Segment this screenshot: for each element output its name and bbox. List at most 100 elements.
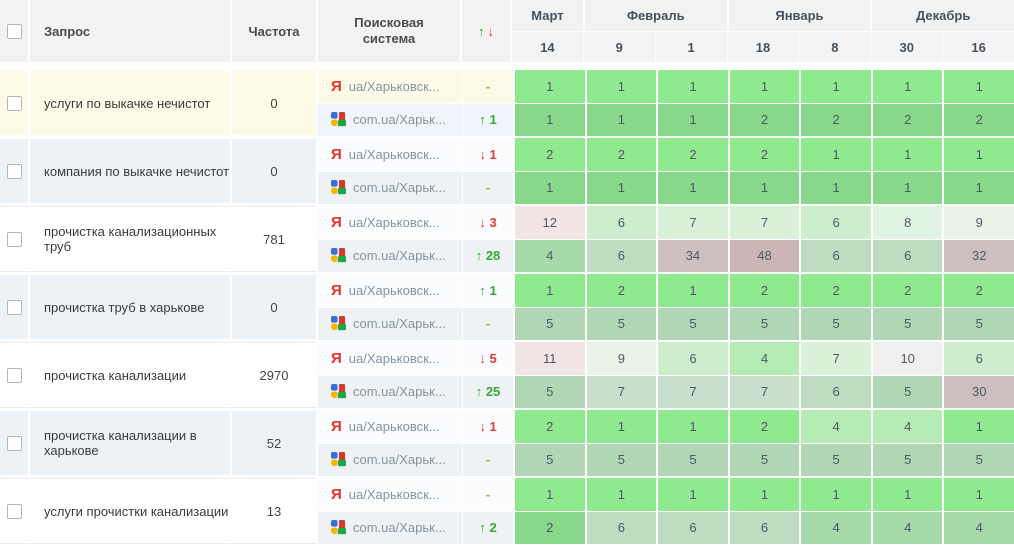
position-cell[interactable]: 6 bbox=[872, 239, 944, 272]
position-cell[interactable]: 2 bbox=[729, 103, 801, 136]
position-cell[interactable]: 2 bbox=[515, 138, 586, 171]
position-cell[interactable]: 1 bbox=[801, 138, 872, 171]
date-label-2-1[interactable]: 8 bbox=[799, 32, 871, 62]
position-cell[interactable]: 1 bbox=[515, 478, 586, 511]
engine-cell-google[interactable]: com.ua/Харьк... bbox=[318, 375, 462, 408]
position-cell[interactable]: 6 bbox=[658, 511, 729, 544]
position-cell[interactable]: 2 bbox=[872, 274, 944, 307]
position-cell[interactable]: 1 bbox=[872, 138, 944, 171]
date-label-2-0[interactable]: 18 bbox=[727, 32, 799, 62]
position-cell[interactable]: 2 bbox=[801, 103, 872, 136]
position-cell[interactable]: 5 bbox=[515, 307, 586, 340]
row-checkbox[interactable] bbox=[6, 299, 22, 315]
engine-cell-google[interactable]: com.ua/Харьк... bbox=[318, 443, 462, 476]
position-cell[interactable]: 6 bbox=[801, 206, 872, 239]
position-cell[interactable]: 5 bbox=[801, 443, 872, 476]
row-checkbox[interactable] bbox=[6, 231, 22, 247]
position-cell[interactable]: 6 bbox=[801, 239, 872, 272]
position-cell[interactable]: 2 bbox=[586, 274, 658, 307]
position-cell[interactable]: 1 bbox=[515, 70, 586, 103]
position-cell[interactable]: 1 bbox=[729, 478, 801, 511]
position-cell[interactable]: 1 bbox=[658, 70, 729, 103]
position-cell[interactable]: 5 bbox=[872, 375, 944, 408]
position-cell[interactable]: 48 bbox=[729, 239, 801, 272]
engine-cell-google[interactable]: com.ua/Харьк... bbox=[318, 103, 462, 136]
position-cell[interactable]: 4 bbox=[801, 410, 872, 443]
position-cell[interactable]: 2 bbox=[729, 274, 801, 307]
position-cell[interactable]: 7 bbox=[586, 375, 658, 408]
position-cell[interactable]: 1 bbox=[658, 171, 729, 204]
position-cell[interactable]: 1 bbox=[586, 70, 658, 103]
position-cell[interactable]: 2 bbox=[729, 410, 801, 443]
position-cell[interactable]: 6 bbox=[729, 511, 801, 544]
position-cell[interactable]: 5 bbox=[944, 443, 1014, 476]
sort-down-icon[interactable]: ↓ bbox=[487, 23, 495, 39]
position-cell[interactable]: 1 bbox=[658, 274, 729, 307]
date-label-1-1[interactable]: 1 bbox=[655, 32, 727, 62]
position-cell[interactable]: 1 bbox=[586, 171, 658, 204]
position-cell[interactable]: 7 bbox=[658, 206, 729, 239]
position-cell[interactable]: 2 bbox=[872, 103, 944, 136]
position-cell[interactable]: 1 bbox=[586, 103, 658, 136]
row-checkbox[interactable] bbox=[6, 95, 22, 111]
position-cell[interactable]: 6 bbox=[586, 206, 658, 239]
position-cell[interactable]: 30 bbox=[944, 375, 1014, 408]
engine-cell-google[interactable]: com.ua/Харьк... bbox=[318, 511, 462, 544]
header-sort[interactable]: ↑ ↓ bbox=[462, 0, 512, 62]
position-cell[interactable]: 4 bbox=[515, 239, 586, 272]
position-cell[interactable]: 11 bbox=[515, 342, 586, 375]
row-checkbox[interactable] bbox=[6, 367, 22, 383]
position-cell[interactable]: 1 bbox=[872, 171, 944, 204]
position-cell[interactable]: 7 bbox=[729, 206, 801, 239]
position-cell[interactable]: 34 bbox=[658, 239, 729, 272]
position-cell[interactable]: 1 bbox=[658, 103, 729, 136]
position-cell[interactable]: 5 bbox=[515, 375, 586, 408]
position-cell[interactable]: 1 bbox=[872, 478, 944, 511]
position-cell[interactable]: 10 bbox=[872, 342, 944, 375]
position-cell[interactable]: 1 bbox=[729, 171, 801, 204]
position-cell[interactable]: 4 bbox=[729, 342, 801, 375]
position-cell[interactable]: 1 bbox=[658, 410, 729, 443]
position-cell[interactable]: 6 bbox=[801, 375, 872, 408]
position-cell[interactable]: 2 bbox=[658, 138, 729, 171]
position-cell[interactable]: 1 bbox=[586, 478, 658, 511]
engine-cell-google[interactable]: com.ua/Харьк... bbox=[318, 307, 462, 340]
position-cell[interactable]: 1 bbox=[944, 70, 1014, 103]
row-checkbox[interactable] bbox=[6, 435, 22, 451]
position-cell[interactable]: 1 bbox=[872, 70, 944, 103]
position-cell[interactable]: 1 bbox=[515, 103, 586, 136]
position-cell[interactable]: 1 bbox=[801, 478, 872, 511]
position-cell[interactable]: 1 bbox=[586, 410, 658, 443]
date-label-3-1[interactable]: 16 bbox=[943, 32, 1014, 62]
position-cell[interactable]: 9 bbox=[586, 342, 658, 375]
position-cell[interactable]: 4 bbox=[944, 511, 1014, 544]
position-cell[interactable]: 5 bbox=[658, 443, 729, 476]
position-cell[interactable]: 6 bbox=[586, 511, 658, 544]
position-cell[interactable]: 1 bbox=[658, 478, 729, 511]
position-cell[interactable]: 1 bbox=[515, 171, 586, 204]
position-cell[interactable]: 6 bbox=[586, 239, 658, 272]
position-cell[interactable]: 7 bbox=[729, 375, 801, 408]
position-cell[interactable]: 1 bbox=[944, 478, 1014, 511]
position-cell[interactable]: 1 bbox=[729, 70, 801, 103]
position-cell[interactable]: 2 bbox=[944, 274, 1014, 307]
position-cell[interactable]: 1 bbox=[944, 171, 1014, 204]
position-cell[interactable]: 1 bbox=[944, 410, 1014, 443]
position-cell[interactable]: 5 bbox=[944, 307, 1014, 340]
engine-cell-google[interactable]: com.ua/Харьк... bbox=[318, 239, 462, 272]
position-cell[interactable]: 5 bbox=[586, 443, 658, 476]
position-cell[interactable]: 2 bbox=[801, 274, 872, 307]
engine-cell-google[interactable]: com.ua/Харьк... bbox=[318, 171, 462, 204]
position-cell[interactable]: 5 bbox=[586, 307, 658, 340]
position-cell[interactable]: 12 bbox=[515, 206, 586, 239]
date-label-0-0[interactable]: 14 bbox=[512, 32, 583, 62]
position-cell[interactable]: 4 bbox=[872, 410, 944, 443]
select-all-checkbox[interactable] bbox=[6, 23, 22, 39]
position-cell[interactable]: 1 bbox=[801, 70, 872, 103]
position-cell[interactable]: 2 bbox=[944, 103, 1014, 136]
